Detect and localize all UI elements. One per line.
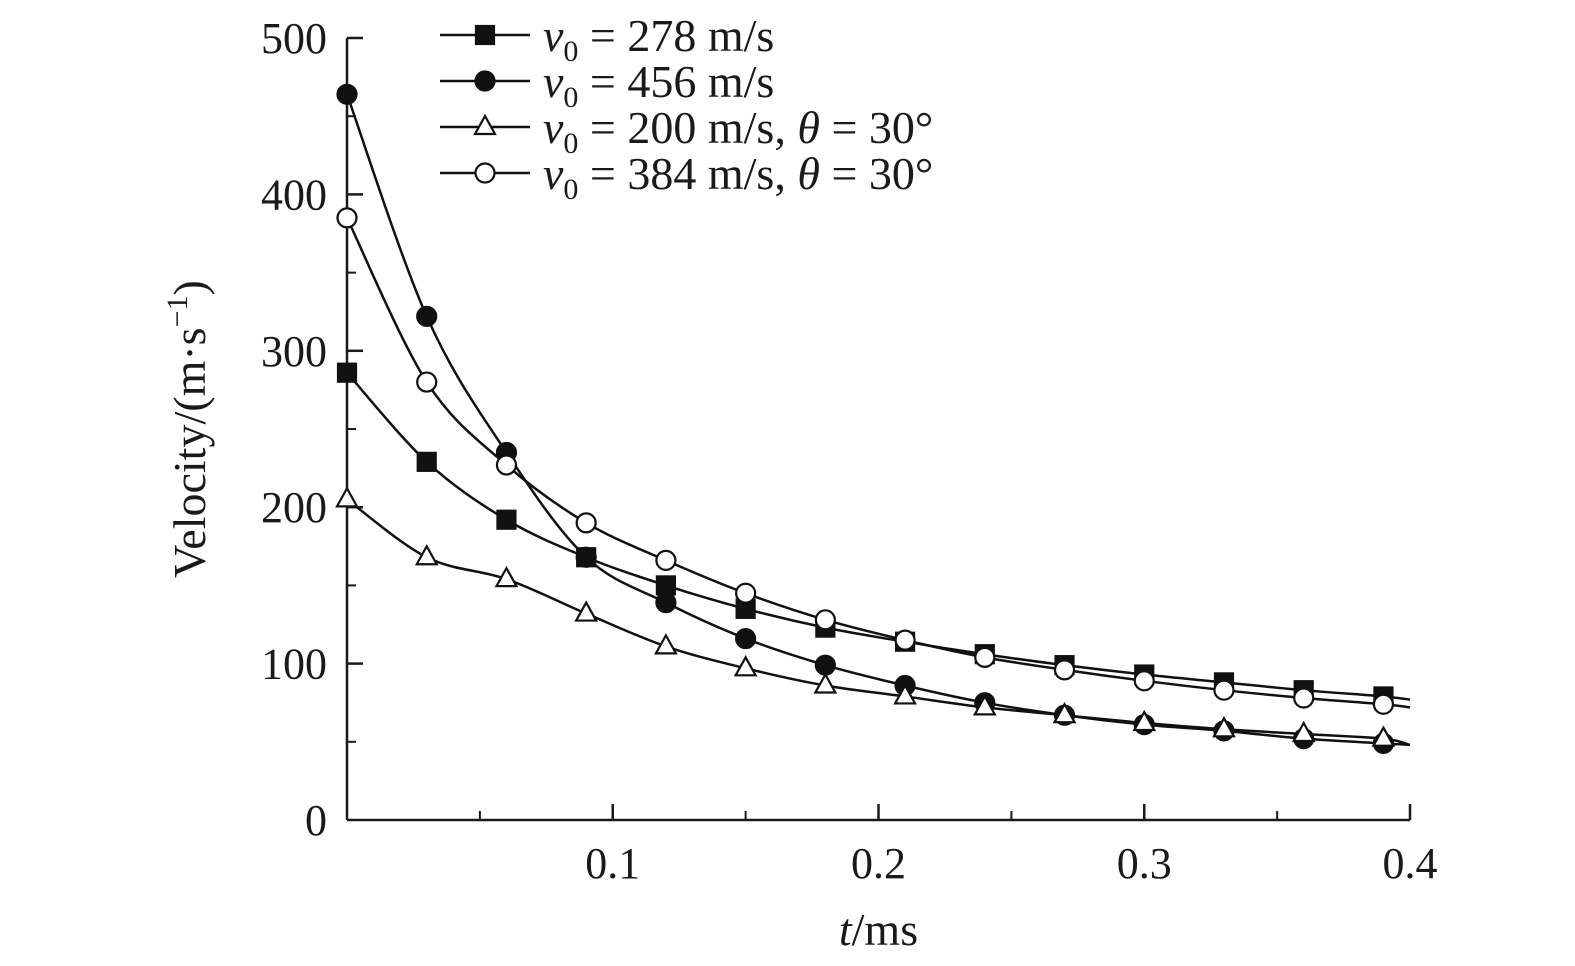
marker-open-circle [1213,679,1235,701]
marker-open-circle [974,646,996,668]
marker-open-triangle [1132,709,1157,732]
y-tick-label: 400 [261,170,327,219]
legend-label: v0 = 278 m/s [543,10,774,68]
series-line-1 [346,371,1411,701]
y-tick-label: 200 [261,483,327,532]
y-tick-label: 500 [261,14,327,63]
marker-open-triangle [335,486,359,508]
marker-open-circle [894,629,916,651]
legend-item-2: v0 = 456 m/s [440,56,774,114]
y-tick-label: 300 [261,327,327,376]
marker-open-circle [814,609,836,631]
legend-item-4: v0 = 384 m/s, θ = 30° [440,148,933,206]
marker-open-triangle [1371,725,1396,747]
marker-filled-circle [575,546,597,568]
x-axis-title: t/ms [839,904,918,955]
series-markers-4 [336,207,1395,715]
marker-filled-square [336,362,358,383]
marker-filled-circle [814,654,836,676]
legend-label: v0 = 200 m/s, θ = 30° [543,102,933,160]
legend-label: v0 = 384 m/s, θ = 30° [543,148,933,206]
x-tick-label: 0.2 [851,839,906,888]
series-line-3 [346,498,1411,747]
y-tick-label: 0 [305,796,327,845]
marker-filled-square [655,575,677,596]
marker-filled-square [474,24,496,46]
marker-open-triangle [1052,701,1077,724]
marker-open-triangle [972,694,997,716]
marker-open-circle [495,454,518,476]
legend-item-1: v0 = 278 m/s [440,10,774,68]
series-markers [335,83,1396,754]
marker-filled-circle [474,70,496,92]
axis-titles: t/ms Velocity/(m·s−1) [161,280,918,955]
x-tick-label: 0.1 [585,839,640,888]
marker-open-triangle [1291,720,1316,743]
marker-open-triangle [733,655,758,677]
marker-filled-circle [416,305,438,327]
marker-open-triangle [654,633,678,655]
legend-item-3: v0 = 200 m/s, θ = 30° [440,102,933,160]
ticks: 0 100 200 300 400 500 0.1 0.2 0.3 0.4 [261,14,1438,888]
marker-open-triangle [473,113,497,136]
marker-filled-circle [655,592,677,614]
legend-label: v0 = 456 m/s [543,56,774,114]
marker-open-circle [1053,659,1076,681]
marker-open-triangle [574,600,599,622]
marker-open-triangle [414,543,439,566]
marker-open-circle [575,512,597,534]
marker-open-circle [416,371,438,393]
marker-open-circle [1293,687,1315,709]
marker-open-circle [336,207,358,229]
legend: v0 = 278 m/sv0 = 456 m/sv0 = 200 m/s, θ … [440,10,933,206]
marker-filled-square [416,451,437,472]
y-axis-title: Velocity/(m·s−1) [161,280,215,578]
marker-open-triangle [813,672,838,694]
y-tick-label: 100 [261,640,327,689]
marker-open-circle [474,162,496,184]
series-line-2 [345,93,1411,747]
series-markers-1 [336,362,1394,707]
marker-open-triangle [1212,716,1236,738]
marker-open-circle [1372,693,1395,715]
marker-filled-circle [336,83,358,105]
x-tick-label: 0.4 [1383,839,1438,888]
marker-open-circle [1133,670,1155,692]
x-tick-label: 0.3 [1117,839,1172,888]
series-markers-3 [335,486,1396,747]
marker-open-triangle [494,565,519,588]
marker-open-circle [735,582,757,604]
marker-filled-circle [735,627,757,650]
marker-filled-square [496,509,517,530]
marker-open-circle [655,549,677,571]
marker-open-triangle [893,683,917,705]
